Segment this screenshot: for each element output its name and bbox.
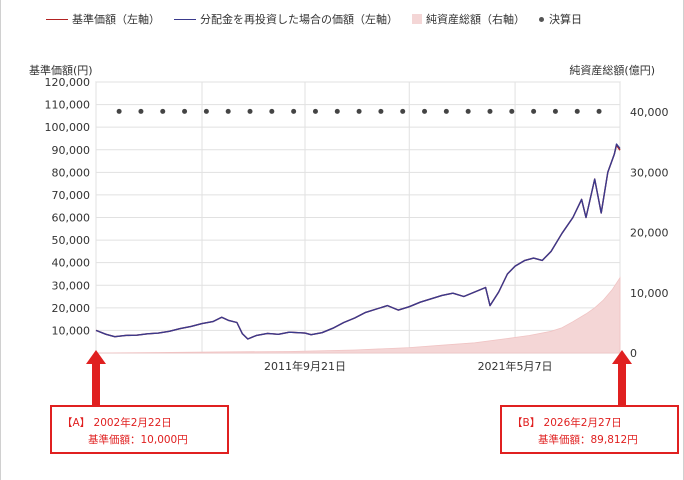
grid-layer bbox=[95, 81, 621, 354]
callout-start-price: 基準価額：10,000円 bbox=[88, 434, 188, 446]
reinvested-nav-line bbox=[95, 143, 621, 340]
settlement-date-marker bbox=[116, 108, 122, 114]
callout-start-date: 【A】 2002年2月22日 bbox=[62, 417, 172, 429]
settlement-date-marker bbox=[225, 108, 231, 114]
settlement-date-marker bbox=[203, 108, 209, 114]
callout-end: 【B】 2026年2月27日 基準価額：89,812円 bbox=[500, 405, 679, 454]
left-axis-tick-label: 120,000 bbox=[45, 76, 91, 89]
settlement-date-marker bbox=[182, 108, 188, 114]
left-axis-tick-label: 100,000 bbox=[45, 121, 91, 134]
settlement-date-marker bbox=[531, 108, 537, 114]
legend-item-settlement[interactable]: 決算日 bbox=[539, 11, 582, 27]
settlement-date-marker bbox=[291, 108, 297, 114]
settlement-date-marker bbox=[400, 108, 406, 114]
legend-item-nav[interactable]: 基準価額（左軸） bbox=[46, 11, 160, 27]
x-axis-tick-label: 2011年9月21日 bbox=[264, 359, 346, 373]
settlement-date-marker bbox=[552, 108, 558, 114]
right-axis-tick-label: 20,000 bbox=[630, 227, 669, 240]
left-axis-tick-label: 80,000 bbox=[52, 166, 91, 179]
settlement-date-marker bbox=[269, 108, 275, 114]
arrow-a-icon bbox=[86, 350, 106, 406]
left-axis-tick-label: 110,000 bbox=[45, 99, 91, 112]
settlement-date-marker bbox=[312, 108, 318, 114]
settlement-date-marker bbox=[596, 108, 602, 114]
right-axis-tick-label: 30,000 bbox=[630, 166, 669, 179]
legend-swatch-net-assets bbox=[412, 14, 422, 24]
settlement-date-marker bbox=[138, 108, 144, 114]
right-axis-tick-label: 10,000 bbox=[630, 287, 669, 300]
settlement-dots-layer bbox=[116, 108, 602, 114]
legend-label-nav: 基準価額（左軸） bbox=[72, 13, 160, 26]
left-axis-tick-label: 10,000 bbox=[52, 324, 91, 337]
lines-layer bbox=[95, 143, 621, 340]
settlement-date-marker bbox=[465, 108, 471, 114]
left-axis-tick-label: 40,000 bbox=[52, 257, 91, 270]
left-axis-title: 基準価額(円) bbox=[29, 64, 93, 77]
settlement-date-marker bbox=[509, 108, 515, 114]
left-axis-tick-label: 90,000 bbox=[52, 144, 91, 157]
legend-swatch-reinvested bbox=[174, 18, 196, 20]
legend-label-reinvested: 分配金を再投資した場合の価額（左軸） bbox=[200, 13, 398, 26]
left-axis-tick-label: 50,000 bbox=[52, 234, 91, 247]
area-layer bbox=[95, 276, 621, 354]
left-axis-tick-label: 20,000 bbox=[52, 302, 91, 315]
legend-swatch-settlement bbox=[539, 16, 544, 22]
right-axis-tick-label: 0 bbox=[630, 347, 637, 360]
legend-item-net-assets[interactable]: 純資産総額（右軸） bbox=[412, 11, 525, 27]
arrow-b-icon bbox=[612, 350, 632, 406]
left-axis-tick-label: 70,000 bbox=[52, 189, 91, 202]
net-assets-area bbox=[95, 276, 621, 354]
legend-label-settlement: 決算日 bbox=[549, 13, 582, 26]
left-axis-tick-label: 30,000 bbox=[52, 279, 91, 292]
callout-start: 【A】 2002年2月22日 基準価額：10,000円 bbox=[50, 405, 229, 454]
left-axis-tick-label: 60,000 bbox=[52, 212, 91, 225]
settlement-date-marker bbox=[247, 108, 253, 114]
chart-legend: 基準価額（左軸） 分配金を再投資した場合の価額（左軸） 純資産総額（右軸） 決算… bbox=[46, 11, 596, 27]
right-axis-tick-label: 40,000 bbox=[630, 106, 669, 119]
legend-swatch-nav bbox=[46, 18, 68, 20]
settlement-date-marker bbox=[443, 108, 449, 114]
legend-item-reinvested[interactable]: 分配金を再投資した場合の価額（左軸） bbox=[174, 11, 398, 27]
x-axis-tick-label: 2021年5月7日 bbox=[478, 359, 553, 373]
legend-label-net-assets: 純資産総額（右軸） bbox=[426, 13, 525, 26]
settlement-date-marker bbox=[378, 108, 384, 114]
settlement-date-marker bbox=[334, 108, 340, 114]
settlement-date-marker bbox=[574, 108, 580, 114]
callout-end-price: 基準価額：89,812円 bbox=[538, 434, 638, 446]
settlement-date-marker bbox=[487, 108, 493, 114]
axes-layer: 120,000 110,000 100,000 90,000 80,000 70,000 6… bbox=[45, 76, 669, 373]
right-axis-title: 純資産総額(億円) bbox=[569, 64, 655, 77]
settlement-date-marker bbox=[356, 108, 362, 114]
settlement-date-marker bbox=[160, 108, 166, 114]
settlement-date-marker bbox=[422, 108, 428, 114]
callout-end-date: 【B】 2026年2月27日 bbox=[512, 417, 622, 429]
